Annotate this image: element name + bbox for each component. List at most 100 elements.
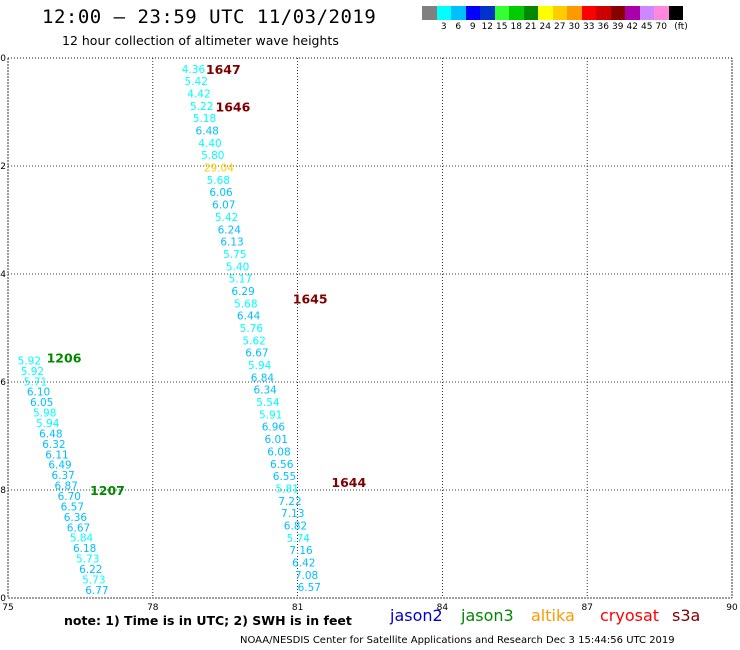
lat-tick-label: -4 (0, 270, 6, 280)
lat-tick-label: -8 (0, 486, 6, 496)
wave-height-value: 6.87 (55, 481, 78, 493)
pass-time-label: 1646 (216, 100, 251, 115)
wave-height-value: 6.10 (27, 387, 50, 399)
wave-height-value: 5.68 (207, 175, 230, 187)
lon-tick-label: 84 (437, 603, 449, 613)
pass-time-label: 1207 (90, 483, 125, 498)
color-scale-label: 70 (655, 22, 667, 32)
color-scale-swatch (523, 6, 538, 20)
wave-height-value: 6.07 (212, 200, 235, 212)
satellite-legend-item-jason2: jason2 (390, 606, 443, 625)
satellite-legend-item-jason3: jason3 (461, 606, 514, 625)
wave-height-value: 6.32 (42, 439, 65, 451)
color-scale-bar (422, 6, 683, 20)
wave-height-value: 5.42 (215, 212, 238, 224)
wave-height-value: 5.74 (287, 533, 311, 545)
color-scale-label: 45 (641, 22, 653, 32)
wave-height-value: 6.22 (79, 564, 102, 576)
satellite-legend-item-cryosat: cryosat (600, 606, 660, 625)
wave-height-value: 6.34 (253, 385, 277, 397)
color-scale-label: 33 (583, 22, 595, 32)
color-scale-labels: 3 6 9 12 15 18 21 24 27 30 33 36 39 42 45 70 (ft) (0, 22, 740, 36)
wave-height-value: 5.17 (229, 274, 252, 286)
color-scale-label: 27 (554, 22, 566, 32)
wave-height-value: 5.80 (201, 150, 224, 162)
wave-height-value: 6.11 (45, 449, 68, 461)
wave-height-value: 6.67 (67, 522, 90, 534)
color-scale-unit: (ft) (674, 22, 688, 32)
wave-height-value: 6.18 (73, 543, 96, 555)
wave-height-value: 5.75 (223, 249, 246, 261)
wave-height-value: 5.94 (36, 418, 60, 430)
color-scale-swatch (625, 6, 640, 20)
wave-height-value: 6.08 (267, 446, 290, 458)
wave-height-value: 6.67 (245, 348, 268, 360)
wave-height-value: 5.84 (70, 533, 94, 545)
color-scale-swatch (494, 6, 509, 20)
wave-height-value: 5.73 (82, 574, 105, 586)
wave-height-value: 4.36 (182, 64, 206, 76)
wave-height-value: 5.91 (259, 409, 282, 421)
footer-credit: NOAA/NESDIS Center for Satellite Applica… (240, 635, 675, 646)
lon-tick-label: 75 (2, 603, 13, 613)
wave-height-value: 6.49 (48, 460, 71, 472)
color-scale-swatch (552, 6, 567, 20)
lon-tick-label: 81 (292, 603, 303, 613)
wave-height-value: 6.70 (58, 491, 81, 503)
pass-time-label: 1644 (331, 475, 366, 490)
wave-height-value: 6.55 (273, 471, 296, 483)
wave-height-value: 5.92 (21, 366, 44, 378)
wave-height-value: 6.57 (61, 501, 84, 513)
color-scale-label: 15 (496, 22, 508, 32)
lat-tick-label: -2 (0, 162, 6, 172)
satellite-legend-item-altika: altika (531, 606, 575, 625)
wave-height-value: 6.29 (231, 286, 254, 298)
color-scale-label: 12 (481, 22, 493, 32)
color-scale-swatch (538, 6, 553, 20)
wave-height-value: 29.04 (204, 163, 234, 175)
lat-tick-label: -10 (0, 594, 6, 604)
wave-height-value: 6.96 (262, 422, 286, 434)
wave-height-value: 5.81 (276, 483, 299, 495)
wave-height-value: 5.18 (193, 113, 216, 125)
wave-height-value: 5.22 (190, 101, 213, 113)
color-scale-label: 36 (597, 22, 609, 32)
wave-height-value: 7.16 (289, 545, 313, 557)
color-scale-label: 42 (626, 22, 638, 32)
wave-height-value: 7.08 (295, 570, 318, 582)
color-scale-swatch (654, 6, 669, 20)
lon-tick-label: 78 (147, 603, 159, 613)
footer-note: note: 1) Time is in UTC; 2) SWH is in fe… (64, 613, 352, 628)
wave-height-value: 5.76 (240, 323, 264, 335)
pass-time-label: 1645 (293, 291, 328, 306)
wave-height-value: 7.13 (281, 508, 304, 520)
color-scale-label: 21 (525, 22, 537, 32)
color-scale-swatch (422, 6, 437, 20)
map-title: 12:00 – 23:59 UTC 11/03/2019 (42, 6, 377, 28)
lat-tick-label: 0 (0, 54, 6, 64)
wave-height-value: 5.71 (24, 376, 47, 388)
pass-time-label: 1647 (206, 62, 241, 77)
wave-height-value: 6.48 (39, 428, 62, 440)
wave-height-value: 5.68 (234, 298, 257, 310)
wave-height-value: 6.56 (270, 459, 294, 471)
wave-height-value: 6.82 (284, 520, 307, 532)
wave-height-value: 6.57 (298, 582, 321, 594)
map-subtitle: 12 hour collection of altimeter wave hei… (62, 33, 339, 48)
lat-tick-label: -6 (0, 378, 6, 388)
satellite-legend-item-s3a: s3a (672, 606, 701, 625)
color-scale-swatch (451, 6, 466, 20)
wave-height-value: 6.48 (196, 126, 219, 138)
color-scale-label: 9 (469, 22, 476, 32)
wave-height-value: 6.42 (292, 558, 315, 570)
wave-height-value: 6.84 (251, 372, 275, 384)
color-scale-swatch (668, 6, 683, 20)
color-scale-label: 18 (510, 22, 522, 32)
color-scale-swatch (610, 6, 625, 20)
color-scale-swatch (596, 6, 611, 20)
wave-height-value: 5.98 (33, 408, 56, 420)
wave-height-value: 5.94 (248, 360, 272, 372)
color-scale-label: 30 (568, 22, 580, 32)
